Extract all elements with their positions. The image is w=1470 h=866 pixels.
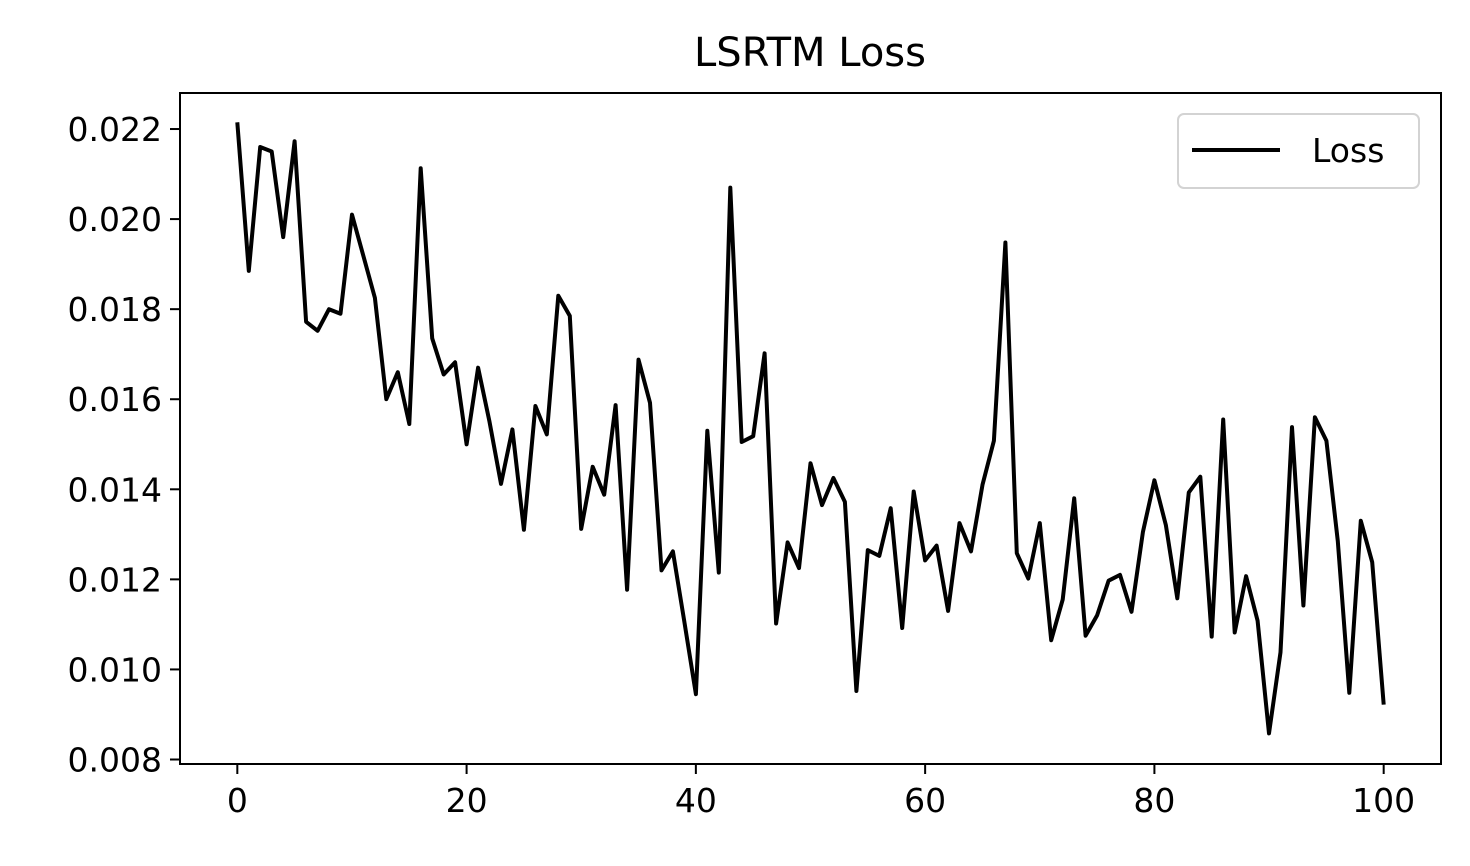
y-axis-ticks: 0.008 0.010 0.012 0.014 0.016 0.018 0.020 0.022	[68, 110, 180, 779]
legend-box	[1177, 113, 1420, 189]
chart-title: LSRTM Loss	[694, 30, 926, 76]
plot-frame	[179, 92, 1442, 765]
x-tick-label: 0	[227, 781, 248, 820]
y-tick-label: 0.014	[68, 470, 162, 509]
y-tick-label: 0.012	[68, 560, 162, 599]
x-tick-label: 40	[675, 781, 717, 820]
x-axis-ticks: 0 20 40 60 80 100	[227, 764, 1415, 820]
series-line-loss	[235, 122, 1386, 736]
x-tick-label: 100	[1352, 781, 1415, 820]
y-tick-label: 0.010	[68, 650, 162, 689]
y-tick-label: 0.016	[68, 380, 162, 419]
x-tick-label: 60	[904, 781, 946, 820]
y-tick-label: 0.020	[68, 200, 162, 239]
x-tick-label: 20	[446, 781, 488, 820]
legend-label: Loss	[1312, 131, 1384, 170]
y-tick-label: 0.008	[68, 740, 162, 779]
x-tick-label: 80	[1133, 781, 1175, 820]
y-tick-label: 0.022	[68, 110, 162, 149]
y-tick-label: 0.018	[68, 290, 162, 329]
series-layer	[235, 122, 1386, 736]
legend: Loss	[1177, 113, 1420, 189]
